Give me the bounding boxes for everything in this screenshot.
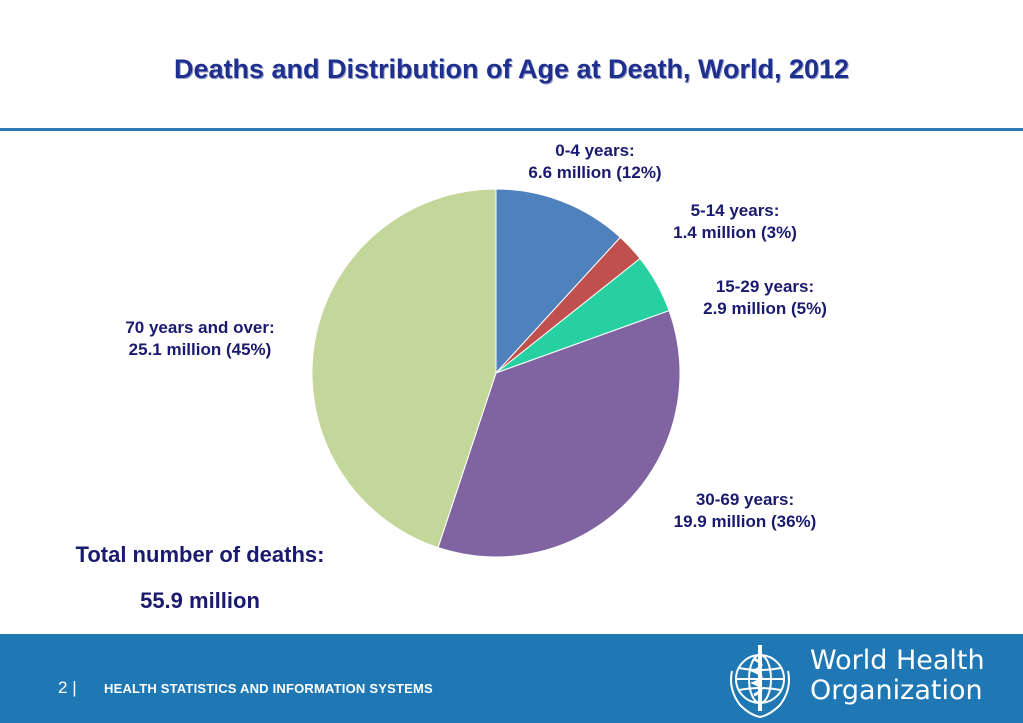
chart-title: Deaths and Distribution of Age at Death,… bbox=[173, 54, 850, 84]
slice-label-70-plus-line2: 25.1 million (45%) bbox=[128, 340, 272, 359]
pie-slice-0 bbox=[495, 188, 622, 375]
slice-label-5-14: 5-14 years: 1.4 million (3%) bbox=[640, 200, 830, 244]
footer-text: HEALTH STATISTICS AND INFORMATION SYSTEM… bbox=[104, 681, 433, 696]
slice-label-30-69: 30-69 years: 19.9 million (36%) bbox=[640, 489, 850, 533]
footer-bar: 2 | HEALTH STATISTICS AND INFORMATION SY… bbox=[0, 634, 1023, 723]
who-name-line1: World Health bbox=[810, 645, 985, 676]
page-number-value: 2 bbox=[58, 678, 68, 697]
who-name-line2: Organization bbox=[810, 675, 983, 706]
slice-label-30-69-line1: 30-69 years: bbox=[695, 490, 795, 509]
pie-slice-3 bbox=[437, 310, 681, 558]
pie-chart bbox=[311, 188, 681, 558]
slice-label-15-29-line1: 15-29 years: bbox=[715, 277, 815, 296]
slice-label-15-29: 15-29 years: 2.9 million (5%) bbox=[670, 276, 860, 320]
total-deaths-label: Total number of deaths: bbox=[75, 542, 325, 567]
slice-label-5-14-line2: 1.4 million (3%) bbox=[673, 223, 797, 242]
slice-label-0-4-line2: 6.6 million (12%) bbox=[528, 163, 662, 182]
slice-label-70-plus: 70 years and over: 25.1 million (45%) bbox=[95, 317, 305, 361]
page-number: 2 | bbox=[58, 678, 77, 697]
slice-label-5-14-line1: 5-14 years: bbox=[690, 201, 780, 220]
slice-label-30-69-line2: 19.9 million (36%) bbox=[673, 512, 817, 531]
title-divider bbox=[0, 128, 1023, 131]
slice-label-0-4: 0-4 years: 6.6 million (12%) bbox=[500, 140, 690, 184]
slice-label-70-plus-line1: 70 years and over: bbox=[125, 318, 275, 337]
total-deaths-value: 55.9 million bbox=[140, 588, 260, 613]
slice-label-15-29-line2: 2.9 million (5%) bbox=[703, 299, 827, 318]
who-name: World Health Organization bbox=[810, 646, 985, 706]
pie-slice-4 bbox=[311, 188, 497, 549]
who-emblem-icon bbox=[730, 645, 790, 718]
slice-label-0-4-line1: 0-4 years: bbox=[555, 141, 635, 160]
